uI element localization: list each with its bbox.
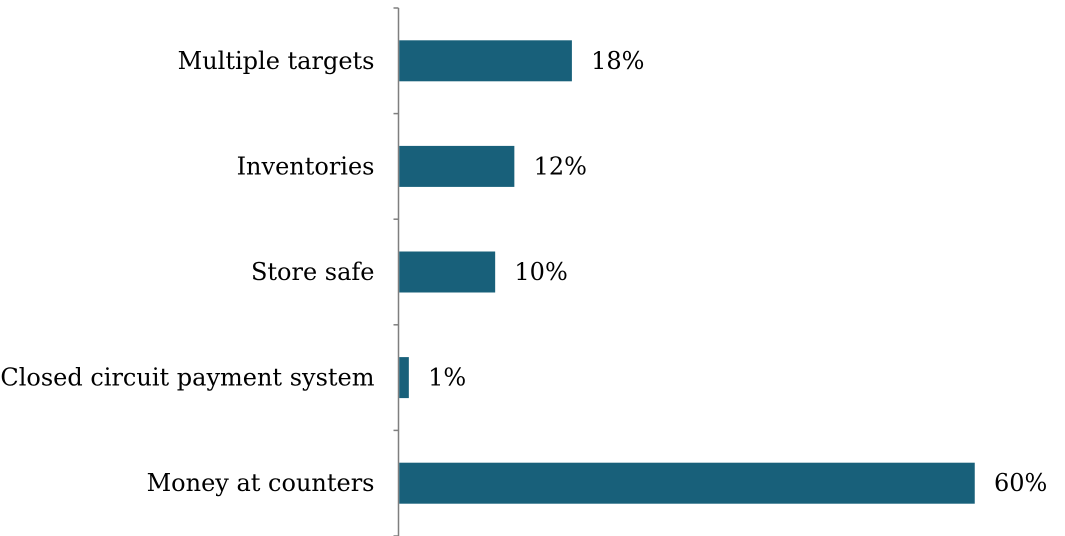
value-label-inventories: 12% [534,152,587,180]
bar-multiple-targets [399,40,572,82]
value-labels: 18% 12% 10% 1% 60% [428,47,1047,497]
value-label-money-at-counters: 60% [994,469,1047,497]
category-labels: Multiple targets Inventories Store safe Clo… [0,47,374,497]
category-label-closed-circuit-payment-system: Closed circuit payment system [0,364,374,392]
bar-store-safe [399,251,496,293]
category-label-store-safe: Store safe [251,258,375,286]
bar-inventories [399,145,515,187]
value-label-multiple-targets: 18% [591,47,644,75]
value-label-store-safe: 10% [514,258,567,286]
bars-group [399,40,975,504]
bar-closed-circuit-payment-system [399,357,409,399]
value-label-closed-circuit-payment-system: 1% [428,364,466,392]
category-label-money-at-counters: Money at counters [147,469,375,497]
category-axis [393,7,400,536]
category-label-multiple-targets: Multiple targets [178,47,375,75]
category-label-inventories: Inventories [237,152,375,180]
bar-money-at-counters [399,462,975,504]
